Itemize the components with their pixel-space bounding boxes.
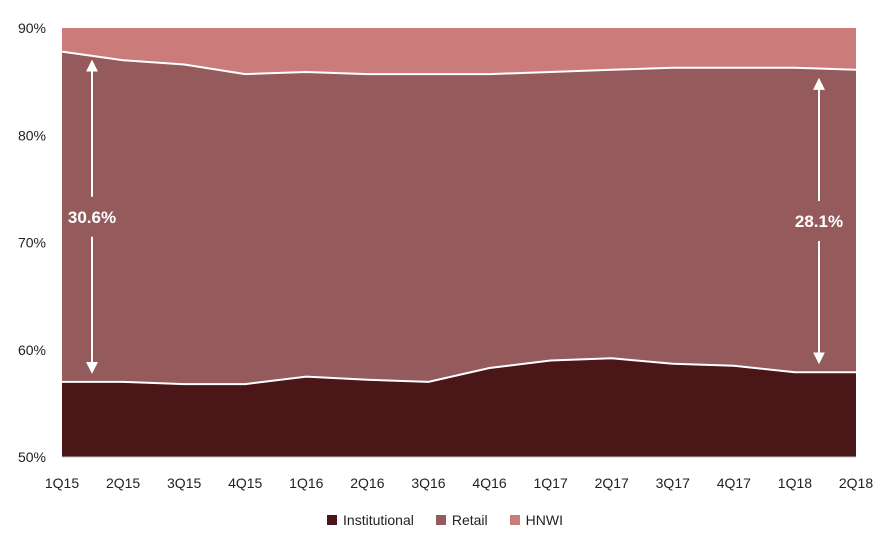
x-tick-label: 1Q16 bbox=[289, 475, 323, 491]
legend-label: HNWI bbox=[525, 512, 563, 528]
x-tick-label: 4Q15 bbox=[228, 475, 262, 491]
x-tick-label: 3Q15 bbox=[167, 475, 201, 491]
legend-swatch bbox=[435, 515, 446, 525]
y-tick-label: 50% bbox=[18, 449, 46, 465]
legend-label: Retail bbox=[451, 512, 488, 528]
x-tick-label: 2Q16 bbox=[350, 475, 384, 491]
x-tick-label: 1Q17 bbox=[533, 475, 567, 491]
legend-label: Institutional bbox=[343, 512, 414, 528]
legend-swatch bbox=[509, 515, 520, 525]
legend-swatch bbox=[327, 515, 338, 525]
x-tick-label: 1Q15 bbox=[45, 475, 79, 491]
legend: Institutional Retail HNWI bbox=[0, 508, 890, 532]
y-tick-label: 60% bbox=[18, 342, 46, 358]
annotation-label: 30.6% bbox=[68, 208, 116, 227]
y-tick-label: 80% bbox=[18, 127, 46, 143]
x-tick-label: 2Q18 bbox=[839, 475, 873, 491]
x-tick-label: 4Q16 bbox=[472, 475, 506, 491]
x-tick-label: 3Q16 bbox=[411, 475, 445, 491]
area-series-group bbox=[62, 28, 856, 457]
series-boundary-lines bbox=[61, 50, 857, 386]
y-tick-label: 90% bbox=[18, 20, 46, 36]
x-tick-label: 2Q17 bbox=[595, 475, 629, 491]
area-hnwi bbox=[62, 28, 856, 75]
boundary-line-institutional bbox=[62, 357, 856, 386]
y-tick-label: 70% bbox=[18, 235, 46, 251]
legend-item-institutional: Institutional bbox=[327, 512, 414, 528]
legend-item-hnwi: HNWI bbox=[509, 512, 563, 528]
x-tick-label: 3Q17 bbox=[656, 475, 690, 491]
axes-group: 50% 60% 70% 80% 90% 1Q15 2Q15 3Q15 4Q15 1Q16 2Q16 3… bbox=[18, 20, 873, 491]
annotation-label: 28.1% bbox=[795, 212, 843, 231]
x-tick-label: 4Q17 bbox=[717, 475, 751, 491]
annotation-group: 30.6% 28.1% bbox=[68, 59, 843, 374]
x-tick-label: 1Q18 bbox=[778, 475, 812, 491]
boundary-line-retail bbox=[61, 50, 857, 76]
area-retail bbox=[62, 51, 856, 385]
x-tick-label: 2Q15 bbox=[106, 475, 140, 491]
legend-item-retail: Retail bbox=[435, 512, 488, 528]
